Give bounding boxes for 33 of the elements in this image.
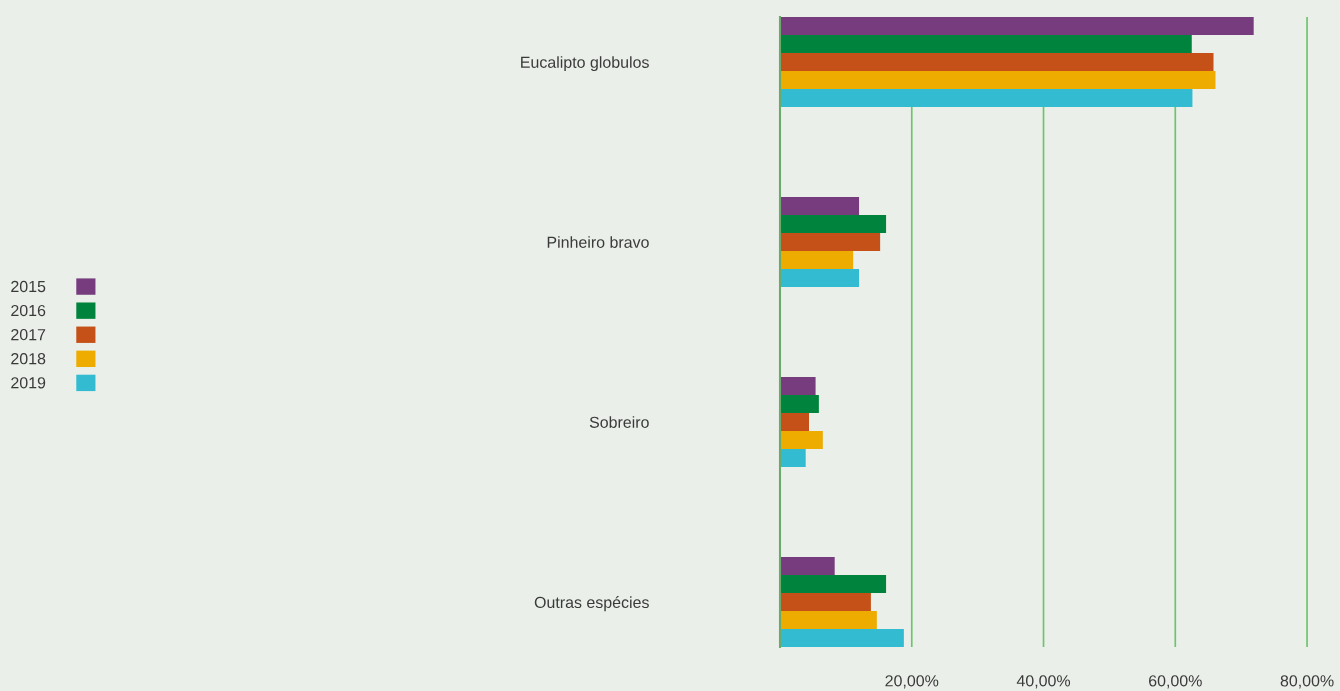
- bar: [780, 377, 816, 395]
- x-tick-label: 40,00%: [1016, 675, 1071, 689]
- legend-label: 2017: [11, 328, 46, 341]
- bar: [780, 17, 1254, 35]
- bar: [780, 611, 877, 629]
- bar: [780, 593, 871, 611]
- bar: [780, 53, 1214, 71]
- bar: [780, 395, 819, 413]
- x-tick-label: 60,00%: [1149, 675, 1202, 689]
- bar: [780, 629, 904, 647]
- y-tick-label: Outras espécies: [534, 596, 649, 612]
- bar: [780, 215, 887, 233]
- bar: [780, 269, 860, 287]
- bar: [780, 71, 1216, 89]
- bar: [780, 449, 806, 467]
- bar: [780, 89, 1193, 107]
- y-tick-label: Pinheiro bravo: [547, 236, 649, 248]
- y-tick-label: Sobreiro: [589, 416, 649, 428]
- bar: [780, 575, 887, 593]
- bar: [780, 557, 835, 575]
- legend-label: 2015: [11, 280, 46, 293]
- bar: [780, 431, 823, 449]
- legend-label: 2018: [11, 353, 46, 365]
- bar: [780, 233, 881, 251]
- bar: [780, 35, 1192, 53]
- bar: [780, 251, 854, 269]
- legend-label: 2016: [11, 304, 46, 317]
- y-tick-label: Eucalipto globulos: [521, 56, 649, 72]
- x-tick-label: 80,00%: [1280, 675, 1334, 689]
- bar: [780, 197, 860, 215]
- x-tick-label: 20,00%: [885, 675, 939, 689]
- legend-label: 2019: [11, 377, 46, 389]
- bar: [780, 413, 809, 431]
